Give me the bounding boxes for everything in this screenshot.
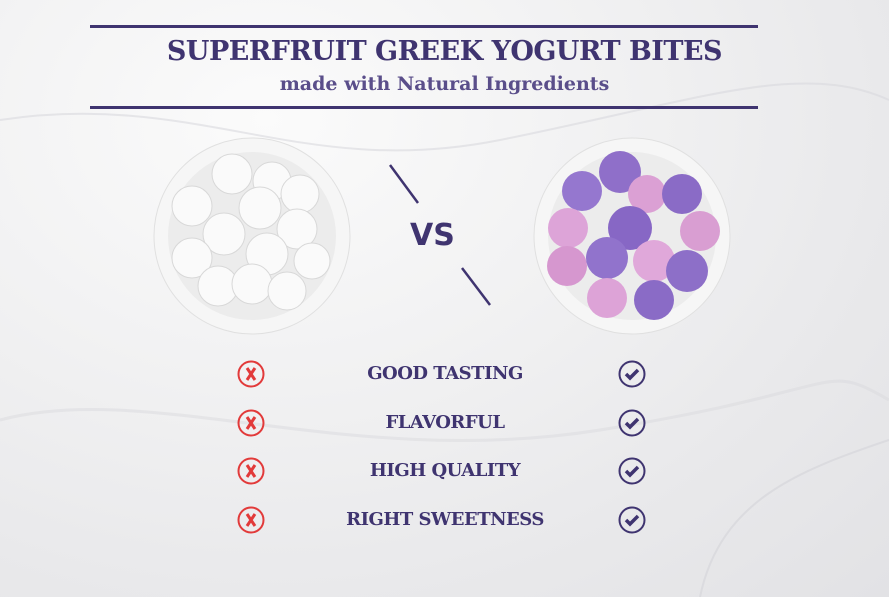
superfruit-bites-bowl [533, 137, 731, 335]
x-icon [237, 457, 265, 485]
check-icon [618, 506, 646, 534]
plain-bites-bowl [153, 137, 351, 335]
x-icon [237, 409, 265, 437]
page-title: SUPERFRUIT GREEK YOGURT BITES [166, 36, 723, 67]
feature-label: FLAVORFUL [385, 412, 505, 433]
check-icon [618, 409, 646, 437]
feature-row: GOOD TASTING [0, 360, 889, 390]
bottom-rule [90, 106, 758, 109]
check-icon [618, 360, 646, 388]
top-rule [90, 25, 758, 28]
check-icon [618, 457, 646, 485]
vs-divider [388, 164, 491, 306]
feature-row: RIGHT SWEETNESS [0, 506, 889, 536]
feature-label: HIGH QUALITY [369, 460, 521, 481]
vs-label: VS [410, 218, 455, 253]
page-subtitle: made with Natural Ingredients [279, 73, 610, 95]
feature-row: FLAVORFUL [0, 409, 889, 439]
x-icon [237, 360, 265, 388]
feature-row: HIGH QUALITY [0, 457, 889, 487]
feature-label: RIGHT SWEETNESS [346, 509, 544, 530]
feature-label: GOOD TASTING [367, 363, 523, 384]
x-icon [237, 506, 265, 534]
